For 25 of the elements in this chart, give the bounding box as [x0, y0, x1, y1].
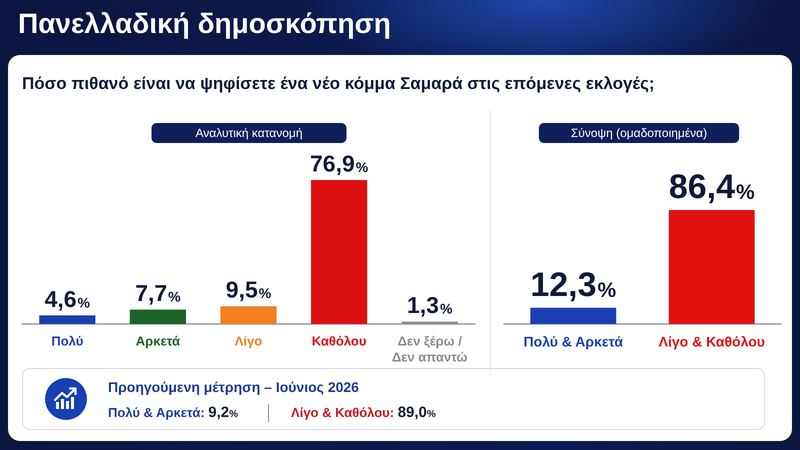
data-label: 7,7%: [135, 280, 182, 306]
bar: [130, 310, 186, 324]
x-tick-label: Καθόλου: [312, 334, 367, 348]
text: Πολύ & Αρκετά: 9,2%: [108, 404, 238, 421]
x-tick-label: Λίγο & Καθόλου: [658, 334, 765, 350]
chart-title: Αναλυτική κατανομή: [196, 126, 302, 140]
x-tick-label: Πολύ & Αρκετά: [524, 334, 624, 350]
data-label: 12,3%: [530, 266, 616, 304]
text: Προηγούμενη μέτρηση – Ιούνιος 2026: [108, 379, 359, 395]
x-tick-label: Αρκετά: [136, 334, 180, 348]
x-tick-label: Πολύ: [51, 334, 84, 348]
bar: [39, 315, 96, 324]
data-label: 76,9%: [310, 150, 369, 176]
bar: [311, 180, 368, 324]
text: Λίγο & Καθόλου: 89,0%: [291, 404, 436, 421]
data-label: 4,6%: [44, 286, 91, 312]
text: Πανελλαδική δημοσκόπηση: [18, 8, 391, 40]
data-label: 86,4%: [668, 168, 755, 206]
text: Πόσο πιθανό είναι να ψηφίσετε ένα νέο κόμμα Σαμαρά στις επόμενες εκλογές;: [22, 74, 655, 94]
bar: [220, 306, 277, 324]
data-label: 9,5%: [226, 276, 272, 303]
x-tick-label: Λίγο: [234, 334, 262, 348]
x-tick-label: Δεν ξέρω / Δεν απαντώ: [392, 334, 468, 364]
data-label: 1,3%: [406, 292, 453, 318]
chart-title: Σύνοψη (ομαδοποιημένα): [570, 126, 708, 140]
